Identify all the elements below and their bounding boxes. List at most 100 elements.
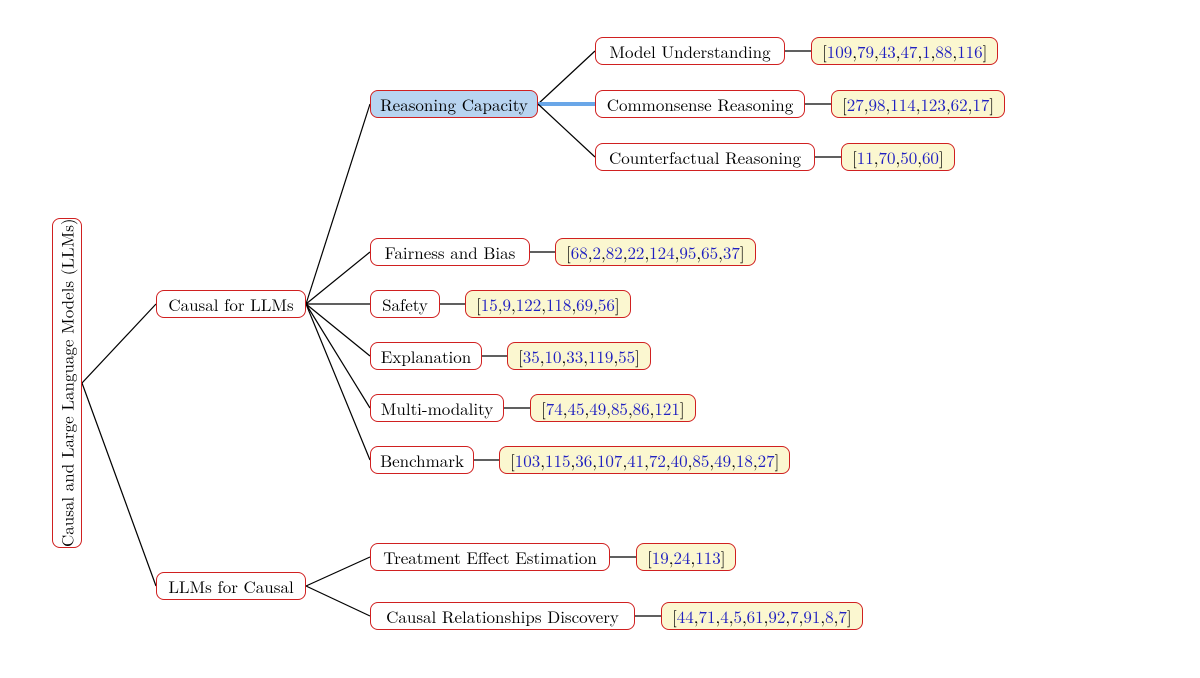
bracket-close: ] bbox=[983, 40, 988, 63]
cite-10[interactable]: 10 bbox=[544, 345, 561, 368]
cite-5[interactable]: 5 bbox=[733, 605, 742, 628]
refs-r_cf: [11, 70, 50, 60] bbox=[841, 143, 955, 171]
label-l4c: LLMs for Causal bbox=[168, 575, 293, 598]
refs-r_mm: [74, 45, 49, 85, 86, 121] bbox=[530, 394, 696, 422]
node-cf: Counterfactual Reasoning bbox=[595, 143, 815, 171]
cite-17[interactable]: 17 bbox=[972, 93, 989, 116]
bracket-close: ] bbox=[740, 241, 745, 264]
cite-22[interactable]: 22 bbox=[627, 241, 644, 264]
label-rc: Reasoning Capacity bbox=[380, 93, 528, 116]
refs-r_tee: [19, 24, 113] bbox=[636, 543, 736, 571]
cite-121[interactable]: 121 bbox=[654, 397, 680, 420]
node-fb: Fairness and Bias bbox=[370, 238, 530, 266]
cite-18[interactable]: 18 bbox=[736, 449, 753, 472]
cite-70[interactable]: 70 bbox=[878, 146, 895, 169]
node-mm: Multi-modality bbox=[370, 394, 504, 422]
cite-82[interactable]: 82 bbox=[606, 241, 623, 264]
cite-49[interactable]: 49 bbox=[714, 449, 731, 472]
refs-r_cr: [27, 98, 114, 123, 62, 17] bbox=[831, 90, 1005, 118]
cite-114[interactable]: 114 bbox=[890, 93, 916, 116]
node-crd: Causal Relationships Discovery bbox=[370, 602, 635, 630]
cite-33[interactable]: 33 bbox=[566, 345, 583, 368]
cite-27[interactable]: 27 bbox=[847, 93, 864, 116]
cite-86[interactable]: 86 bbox=[633, 397, 650, 420]
cite-8[interactable]: 8 bbox=[825, 605, 834, 628]
label-ex: Explanation bbox=[381, 345, 471, 368]
refs-r_crd: [44, 71, 4, 5, 61, 92, 7, 91, 8, 7] bbox=[661, 602, 863, 630]
cite-41[interactable]: 41 bbox=[627, 449, 644, 472]
label-c4l: Causal for LLMs bbox=[168, 293, 293, 316]
label-tee: Treatment Effect Estimation bbox=[383, 546, 597, 569]
cite-85[interactable]: 85 bbox=[611, 397, 628, 420]
cite-43[interactable]: 43 bbox=[879, 40, 896, 63]
cite-7[interactable]: 7 bbox=[790, 605, 799, 628]
refs-r_bm: [103, 115, 36, 107, 41, 72, 40, 85, 49, … bbox=[499, 446, 790, 474]
cite-95[interactable]: 95 bbox=[679, 241, 696, 264]
cite-92[interactable]: 92 bbox=[768, 605, 785, 628]
cite-122[interactable]: 122 bbox=[516, 293, 542, 316]
cite-69[interactable]: 69 bbox=[576, 293, 593, 316]
cite-15[interactable]: 15 bbox=[481, 293, 498, 316]
node-root: Causal and Large Language Models (LLMs) bbox=[52, 218, 82, 548]
cite-7[interactable]: 7 bbox=[838, 605, 847, 628]
label-bm: Benchmark bbox=[380, 449, 464, 472]
bracket-close: ] bbox=[721, 546, 726, 569]
bracket-close: ] bbox=[989, 93, 994, 116]
cite-103[interactable]: 103 bbox=[515, 449, 541, 472]
cite-98[interactable]: 98 bbox=[868, 93, 885, 116]
cite-109[interactable]: 109 bbox=[827, 40, 853, 63]
cite-88[interactable]: 88 bbox=[935, 40, 952, 63]
cite-9[interactable]: 9 bbox=[502, 293, 511, 316]
cite-91[interactable]: 91 bbox=[803, 605, 820, 628]
edge-l4c-tee bbox=[306, 557, 370, 586]
cite-2[interactable]: 2 bbox=[592, 241, 601, 264]
refs-r_sf: [15, 9, 122, 118, 69, 56] bbox=[465, 290, 631, 318]
refs-r_ex: [35, 10, 33, 119, 55] bbox=[507, 342, 651, 370]
cite-47[interactable]: 47 bbox=[900, 40, 917, 63]
cite-62[interactable]: 62 bbox=[951, 93, 968, 116]
cite-40[interactable]: 40 bbox=[671, 449, 688, 472]
cite-4[interactable]: 4 bbox=[720, 605, 729, 628]
cite-85[interactable]: 85 bbox=[692, 449, 709, 472]
bracket-close: ] bbox=[635, 345, 640, 368]
label-crd: Causal Relationships Discovery bbox=[386, 605, 619, 628]
cite-37[interactable]: 37 bbox=[723, 241, 740, 264]
cite-50[interactable]: 50 bbox=[900, 146, 917, 169]
cite-124[interactable]: 124 bbox=[649, 241, 675, 264]
cite-11[interactable]: 11 bbox=[857, 146, 874, 169]
node-bm: Benchmark bbox=[370, 446, 474, 474]
label-mm: Multi-modality bbox=[381, 397, 493, 420]
cite-27[interactable]: 27 bbox=[758, 449, 775, 472]
cite-36[interactable]: 36 bbox=[575, 449, 592, 472]
cite-107[interactable]: 107 bbox=[597, 449, 623, 472]
cite-113[interactable]: 113 bbox=[695, 546, 721, 569]
cite-65[interactable]: 65 bbox=[701, 241, 718, 264]
cite-1[interactable]: 1 bbox=[922, 40, 931, 63]
cite-24[interactable]: 24 bbox=[673, 546, 690, 569]
cite-71[interactable]: 71 bbox=[698, 605, 715, 628]
cite-45[interactable]: 45 bbox=[567, 397, 584, 420]
cite-56[interactable]: 56 bbox=[598, 293, 615, 316]
cite-79[interactable]: 79 bbox=[857, 40, 874, 63]
bracket-close: ] bbox=[680, 397, 685, 420]
cite-123[interactable]: 123 bbox=[920, 93, 946, 116]
cite-68[interactable]: 68 bbox=[571, 241, 588, 264]
cite-115[interactable]: 115 bbox=[545, 449, 571, 472]
cite-19[interactable]: 19 bbox=[652, 546, 669, 569]
cite-35[interactable]: 35 bbox=[523, 345, 540, 368]
cite-49[interactable]: 49 bbox=[589, 397, 606, 420]
cite-55[interactable]: 55 bbox=[618, 345, 635, 368]
bracket-close: ] bbox=[939, 146, 944, 169]
edge-rc-cf bbox=[538, 104, 595, 157]
label-cr: Commonsense Reasoning bbox=[607, 93, 794, 116]
cite-118[interactable]: 118 bbox=[546, 293, 572, 316]
cite-116[interactable]: 116 bbox=[957, 40, 983, 63]
cite-119[interactable]: 119 bbox=[588, 345, 614, 368]
edge-c4l-ex bbox=[306, 304, 370, 356]
cite-72[interactable]: 72 bbox=[649, 449, 666, 472]
cite-60[interactable]: 60 bbox=[922, 146, 939, 169]
edge-c4l-rc bbox=[306, 104, 370, 304]
cite-44[interactable]: 44 bbox=[677, 605, 694, 628]
cite-61[interactable]: 61 bbox=[747, 605, 764, 628]
cite-74[interactable]: 74 bbox=[546, 397, 563, 420]
